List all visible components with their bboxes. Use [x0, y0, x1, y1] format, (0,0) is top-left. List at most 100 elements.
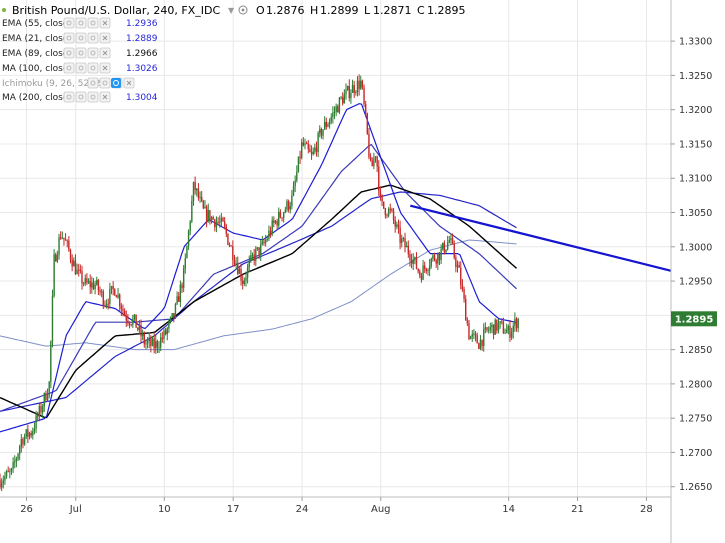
candle	[491, 322, 493, 334]
legend-icons[interactable]	[63, 91, 111, 103]
candle	[46, 388, 49, 402]
legend-settings-icon[interactable]	[75, 62, 87, 74]
candle	[173, 312, 175, 323]
candle	[332, 106, 334, 124]
legend-format-icon[interactable]	[87, 32, 99, 44]
candle	[5, 469, 8, 479]
candle	[445, 249, 447, 254]
candle	[474, 331, 477, 342]
candle	[17, 452, 19, 461]
legend-close-icon[interactable]	[99, 47, 111, 59]
candle	[260, 239, 262, 261]
candle	[41, 403, 44, 418]
candle	[342, 92, 344, 106]
price-tick-label: 1.2800	[679, 379, 712, 390]
candle	[381, 194, 383, 207]
candle	[74, 254, 77, 275]
legend-settings-icon[interactable]	[75, 17, 87, 29]
candle	[48, 380, 50, 399]
legend-row-ema21[interactable]: EMA (21, close) 1.2889	[2, 32, 158, 44]
legend-close-icon[interactable]	[99, 32, 111, 44]
candle	[205, 204, 208, 228]
legend-eye-icon[interactable]	[63, 47, 75, 59]
candle	[122, 304, 124, 317]
legend-close-icon[interactable]	[99, 17, 111, 29]
candle	[94, 280, 96, 295]
candle	[156, 339, 159, 353]
ma200-line[interactable]	[0, 239, 517, 351]
candle	[509, 319, 511, 342]
candle	[294, 175, 296, 193]
legend-row-ema55[interactable]: EMA (55, close) 1.2936	[2, 17, 158, 29]
legend-format-icon[interactable]	[87, 17, 99, 29]
legend-format-icon[interactable]	[87, 91, 99, 103]
candle	[269, 226, 272, 238]
legend-close-icon[interactable]	[99, 91, 111, 103]
candle	[81, 265, 83, 290]
candle	[255, 246, 257, 267]
trendline-group[interactable]	[410, 204, 672, 272]
legend-row-ma200[interactable]: MA (200, close) 1.3004	[2, 91, 158, 103]
legend-eye-icon[interactable]	[63, 91, 75, 103]
time-axis[interactable]: 26 Jul 10 17 24 Aug 14 21 28	[20, 497, 653, 515]
candle	[302, 137, 305, 147]
legend-settings-icon[interactable]	[75, 47, 87, 59]
chart-header: British Pound/U.S. Dollar, 240, FX_IDC ▼…	[2, 4, 466, 17]
candle	[473, 329, 475, 339]
candle	[350, 89, 352, 104]
legend-eye-icon[interactable]	[63, 17, 75, 29]
candle	[504, 328, 506, 334]
legend-label: EMA (21, close)	[2, 34, 72, 44]
legend-format-icon[interactable]	[87, 47, 99, 59]
candle	[481, 339, 483, 351]
candle	[174, 302, 177, 320]
legend-settings-icon[interactable]	[75, 91, 87, 103]
candle	[494, 318, 496, 335]
candle	[223, 216, 226, 230]
candle	[314, 143, 316, 155]
price-tick-label: 1.2650	[679, 482, 712, 493]
legend-icons[interactable]	[63, 32, 111, 44]
ichimoku-eye-icon[interactable]	[111, 78, 121, 88]
chart-title: British Pound/U.S. Dollar, 240, FX_IDC	[12, 4, 220, 17]
legend-eye-icon[interactable]	[87, 77, 99, 89]
candle	[282, 211, 285, 223]
candle	[107, 298, 109, 310]
legend-row-ichimoku[interactable]: Ichimoku (9, 26, 52, 26)	[2, 77, 135, 89]
ma100-line[interactable]	[0, 191, 517, 412]
candle	[64, 233, 67, 241]
header-eye-icon[interactable]	[238, 5, 248, 15]
price-tick-label: 1.3050	[679, 208, 712, 219]
candle	[179, 280, 182, 308]
candle	[369, 153, 372, 162]
legend-eye-icon[interactable]	[63, 32, 75, 44]
trendline[interactable]	[410, 204, 672, 272]
ohlc-open-value: 1.2876	[266, 4, 305, 17]
ema89-line[interactable]	[0, 184, 517, 419]
ema21-line[interactable]	[0, 103, 517, 433]
candle	[276, 218, 278, 230]
candle	[384, 207, 387, 219]
candle	[228, 242, 231, 248]
legend-icons[interactable]	[63, 17, 111, 29]
legend-row-ma100[interactable]: MA (100, close) 1.3026	[2, 62, 158, 74]
candle	[161, 331, 164, 343]
ema55-line[interactable]	[0, 143, 517, 412]
legend-close-icon[interactable]	[123, 77, 135, 89]
candle	[189, 219, 191, 236]
legend-close-icon[interactable]	[99, 62, 111, 74]
candle	[453, 240, 455, 260]
candle	[250, 250, 252, 264]
legend-settings-icon[interactable]	[75, 32, 87, 44]
legend-format-icon[interactable]	[87, 62, 99, 74]
candle	[355, 90, 357, 96]
legend-eye-icon[interactable]	[63, 62, 75, 74]
legend-row-ema89[interactable]: EMA (89, close) 1.2966	[2, 47, 158, 59]
legend-icons[interactable]	[63, 62, 111, 74]
title-dropdown-icon[interactable]: ▼	[228, 6, 235, 15]
candle	[368, 128, 370, 160]
candle	[394, 216, 396, 233]
legend-icons[interactable]	[63, 47, 111, 59]
legend-settings-icon[interactable]	[99, 77, 111, 89]
